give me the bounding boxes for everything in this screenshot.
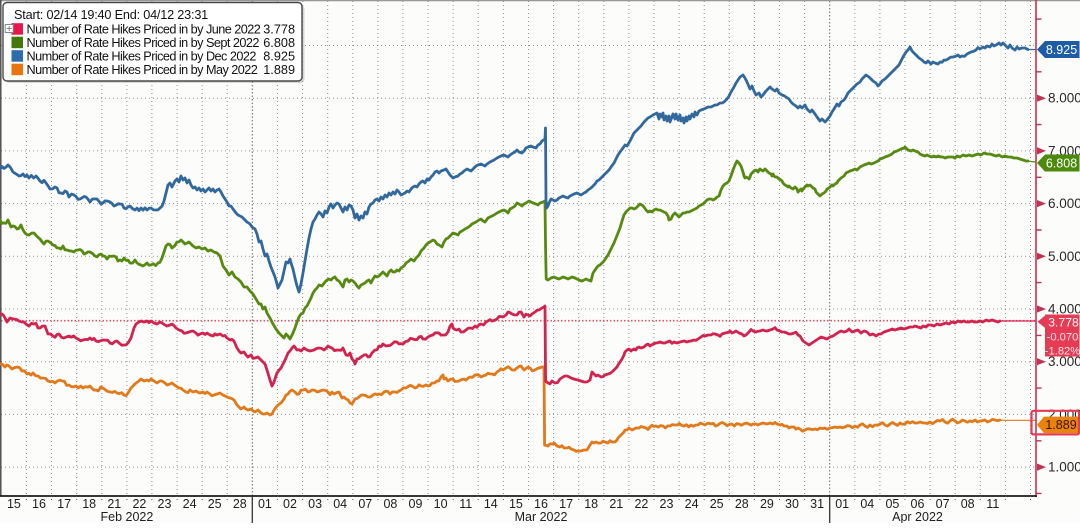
svg-text:25: 25 bbox=[208, 497, 222, 511]
svg-text:30: 30 bbox=[785, 497, 799, 511]
svg-text:15: 15 bbox=[7, 497, 21, 511]
svg-text:03: 03 bbox=[308, 497, 322, 511]
svg-text:25: 25 bbox=[710, 497, 724, 511]
svg-text:8.000: 8.000 bbox=[1048, 91, 1080, 106]
svg-text:21: 21 bbox=[609, 497, 623, 511]
svg-text:8.925: 8.925 bbox=[263, 49, 295, 63]
svg-text:Feb 2022: Feb 2022 bbox=[100, 510, 153, 523]
svg-text:23: 23 bbox=[158, 497, 172, 511]
svg-text:24: 24 bbox=[685, 497, 699, 511]
svg-text:Number of Rate Hikes Priced in: Number of Rate Hikes Priced in by Sept 2… bbox=[27, 36, 260, 50]
svg-text:01: 01 bbox=[258, 497, 272, 511]
svg-text:Start: 02/14 19:40 End: 04/12: Start: 02/14 19:40 End: 04/12 23:31 bbox=[14, 8, 208, 22]
svg-text:04: 04 bbox=[333, 497, 347, 511]
svg-text:11: 11 bbox=[986, 497, 999, 511]
svg-text:28: 28 bbox=[233, 497, 247, 511]
svg-text:05: 05 bbox=[885, 497, 899, 511]
svg-text:15: 15 bbox=[509, 497, 523, 511]
svg-text:1.889: 1.889 bbox=[1045, 418, 1076, 432]
svg-text:29: 29 bbox=[760, 497, 774, 511]
svg-text:02: 02 bbox=[283, 497, 297, 511]
svg-text:09: 09 bbox=[409, 497, 423, 511]
svg-text:5.000: 5.000 bbox=[1048, 249, 1080, 264]
svg-text:6.808: 6.808 bbox=[263, 36, 295, 50]
svg-text:Mar 2022: Mar 2022 bbox=[515, 510, 568, 523]
svg-text:16: 16 bbox=[32, 497, 46, 511]
svg-text:Number of Rate Hikes Priced in: Number of Rate Hikes Priced in by May 20… bbox=[27, 63, 258, 77]
svg-text:3.778: 3.778 bbox=[1048, 316, 1079, 330]
svg-text:3.778: 3.778 bbox=[263, 22, 295, 36]
svg-text:22: 22 bbox=[634, 497, 648, 511]
svg-text:6.000: 6.000 bbox=[1048, 196, 1080, 211]
svg-text:31: 31 bbox=[810, 497, 824, 511]
svg-text:18: 18 bbox=[82, 497, 96, 511]
svg-text:04: 04 bbox=[860, 497, 874, 511]
svg-text:Apr 2022: Apr 2022 bbox=[892, 510, 943, 523]
svg-text:24: 24 bbox=[183, 497, 197, 511]
svg-text:08: 08 bbox=[961, 497, 975, 511]
svg-text:3.000: 3.000 bbox=[1048, 354, 1080, 369]
svg-text:11: 11 bbox=[459, 497, 472, 511]
svg-text:1.000: 1.000 bbox=[1048, 460, 1080, 475]
svg-text:06: 06 bbox=[911, 497, 925, 511]
svg-text:07: 07 bbox=[358, 497, 372, 511]
svg-text:08: 08 bbox=[383, 497, 397, 511]
svg-text:07: 07 bbox=[936, 497, 950, 511]
svg-text:21: 21 bbox=[107, 497, 121, 511]
svg-text:8.925: 8.925 bbox=[1046, 43, 1077, 57]
svg-text:23: 23 bbox=[660, 497, 674, 511]
svg-text:10: 10 bbox=[434, 497, 448, 511]
svg-text:01: 01 bbox=[835, 497, 849, 511]
svg-text:-0.070: -0.070 bbox=[1047, 332, 1079, 344]
svg-text:17: 17 bbox=[57, 497, 71, 511]
svg-text:28: 28 bbox=[735, 497, 749, 511]
svg-text:-1.82%: -1.82% bbox=[1045, 346, 1080, 358]
svg-text:22: 22 bbox=[132, 497, 146, 511]
svg-text:17: 17 bbox=[559, 497, 573, 511]
svg-text:4.000: 4.000 bbox=[1048, 302, 1080, 317]
svg-text:16: 16 bbox=[534, 497, 548, 511]
svg-text:Number of Rate Hikes Priced in: Number of Rate Hikes Priced in by Dec 20… bbox=[27, 49, 257, 63]
svg-text:18: 18 bbox=[584, 497, 598, 511]
svg-text:1.889: 1.889 bbox=[263, 63, 295, 77]
svg-text:Number of Rate Hikes Priced in: Number of Rate Hikes Priced in by June 2… bbox=[27, 22, 261, 36]
svg-text:14: 14 bbox=[484, 497, 498, 511]
svg-text:6.808: 6.808 bbox=[1046, 156, 1077, 170]
